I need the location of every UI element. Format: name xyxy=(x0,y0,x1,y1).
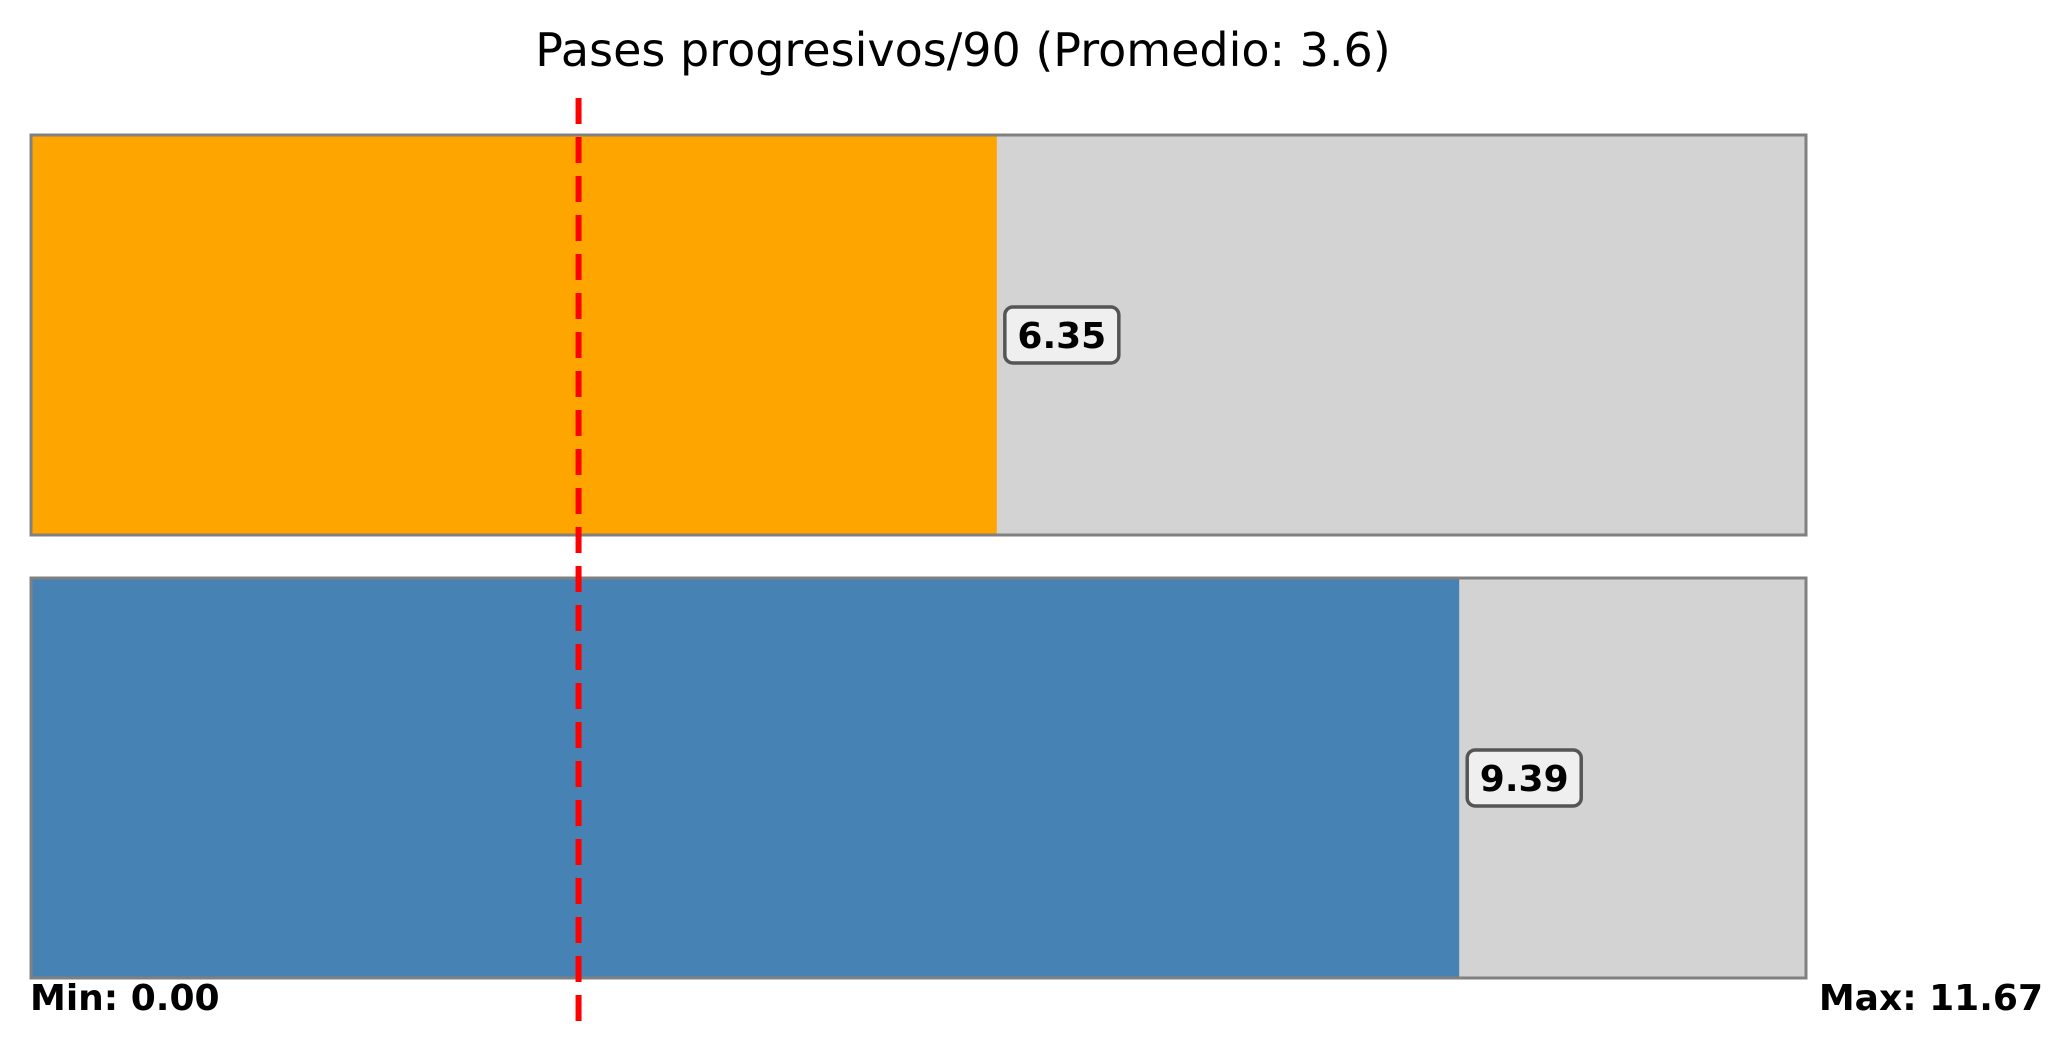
bars-group xyxy=(29,133,1808,980)
bar-fill-1 xyxy=(31,135,997,535)
bar-fill-2 xyxy=(31,578,1460,978)
min-label: Min: 0.00 xyxy=(30,978,220,1019)
value-label-2: 9.39 xyxy=(1480,759,1569,800)
value-label-box-2 xyxy=(1465,748,1583,808)
bar-border-1 xyxy=(29,133,1808,537)
value-label-box-1 xyxy=(1003,305,1121,365)
value-labels-group: 6.35 9.39 xyxy=(1003,305,1583,808)
value-label-1: 6.35 xyxy=(1017,316,1106,357)
chart-title: Pases progresivos/90 (Promedio: 3.6) xyxy=(535,23,1390,77)
bar-border-2 xyxy=(29,576,1808,980)
max-label: Max: 11.67 xyxy=(1819,978,2043,1019)
